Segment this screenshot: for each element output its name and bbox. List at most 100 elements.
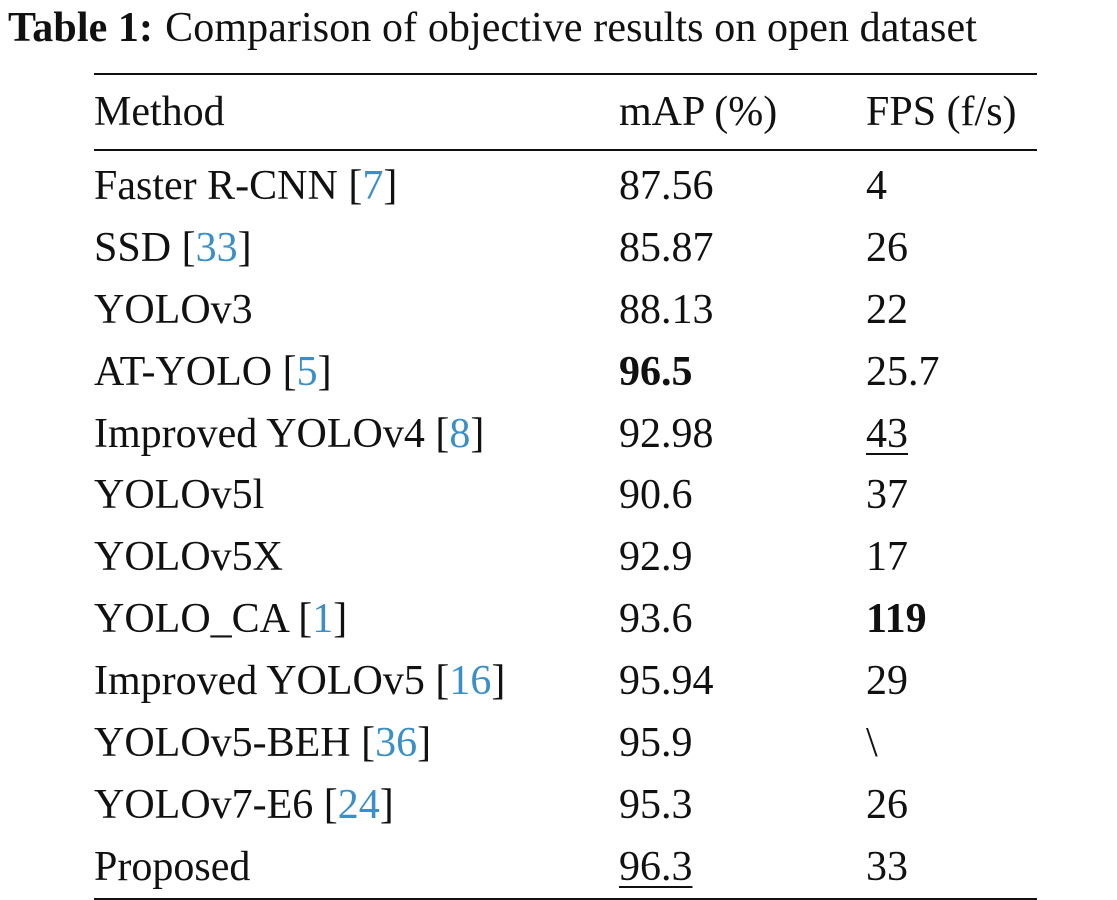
- citation-link[interactable]: 7: [362, 162, 384, 209]
- cell-method: YOLOv5X: [94, 526, 619, 588]
- cell-map: 92.9: [619, 526, 866, 588]
- method-name: YOLO_CA: [94, 596, 288, 643]
- method-name: YOLOv5l: [94, 472, 265, 519]
- cell-method: YOLOv3: [94, 279, 619, 341]
- cell-map: 96.5: [619, 341, 866, 403]
- cell-fps: \: [866, 712, 1037, 774]
- cell-map: 85.87: [619, 217, 866, 279]
- cell-method: AT-YOLO [5]: [94, 348, 332, 395]
- citation-link[interactable]: 8: [449, 410, 471, 457]
- fps-value: 26: [866, 224, 908, 271]
- table-row: YOLOv5l 90.6 37: [94, 464, 1037, 526]
- fps-value: 119: [866, 596, 927, 643]
- cell-fps: 37: [866, 464, 1037, 526]
- method-name: Proposed: [94, 843, 251, 890]
- cell-map: 96.3: [619, 835, 866, 900]
- map-value: 96.3: [619, 843, 693, 890]
- cell-fps: 119: [866, 588, 1037, 650]
- map-value: 88.13: [619, 286, 714, 333]
- cell-method: Improved YOLOv4 [8]: [94, 410, 485, 457]
- citation-link[interactable]: 36: [375, 719, 418, 766]
- table-row: YOLOv5-BEH [36] 95.9 \: [94, 712, 1037, 774]
- cell-map: 95.3: [619, 774, 866, 836]
- table-row: SSD [33] 85.87 26: [94, 217, 1037, 279]
- header-row: Method mAP (%) FPS (f/s): [94, 73, 1037, 151]
- cell-method: Proposed: [94, 835, 619, 900]
- header-map: mAP (%): [619, 73, 866, 151]
- fps-value: 22: [866, 286, 908, 333]
- method-name: Improved YOLOv4: [94, 410, 425, 457]
- fps-value: 37: [866, 472, 908, 519]
- method-name: Faster R-CNN: [94, 162, 338, 209]
- method-name: AT-YOLO: [94, 348, 273, 395]
- cell-fps: 33: [866, 835, 1037, 900]
- table-body: Faster R-CNN [7] 87.56 4 SSD [33] 85.87 26 YOL…: [94, 150, 1037, 900]
- table-row: AT-YOLO [5] 96.5 25.7: [94, 341, 1037, 403]
- citation-link[interactable]: 1: [312, 596, 334, 643]
- fps-value: 26: [866, 781, 908, 828]
- method-name: YOLOv7-E6: [94, 781, 314, 828]
- cell-fps: 4: [866, 150, 1037, 217]
- fps-value: \: [866, 719, 878, 766]
- cell-method: YOLOv5-BEH [36]: [94, 719, 432, 766]
- cell-fps: 22: [866, 279, 1037, 341]
- table-row: Improved YOLOv5 [16] 95.94 29: [94, 650, 1037, 712]
- map-value: 87.56: [619, 162, 714, 209]
- citation-link[interactable]: 16: [449, 658, 492, 705]
- fps-value: 25.7: [866, 348, 940, 395]
- header-method: Method: [94, 73, 619, 151]
- cell-method: YOLO_CA [1]: [94, 596, 348, 643]
- table-row: YOLOv3 88.13 22: [94, 279, 1037, 341]
- citation-link[interactable]: 5: [296, 348, 318, 395]
- table-row: Proposed 96.3 33: [94, 835, 1037, 900]
- cell-map: 93.6: [619, 588, 866, 650]
- cell-map: 95.94: [619, 650, 866, 712]
- map-value: 92.9: [619, 534, 693, 581]
- cell-map: 88.13: [619, 279, 866, 341]
- method-name: YOLOv5X: [94, 534, 283, 581]
- cell-fps: 26: [866, 217, 1037, 279]
- table-row: Faster R-CNN [7] 87.56 4: [94, 150, 1037, 217]
- cell-fps: 29: [866, 650, 1037, 712]
- table-row: YOLO_CA [1] 93.6 119: [94, 588, 1037, 650]
- table-row: Improved YOLOv4 [8] 92.98 43: [94, 403, 1037, 465]
- citation-link[interactable]: 24: [337, 781, 380, 828]
- map-value: 95.94: [619, 658, 714, 705]
- table-row: YOLOv7-E6 [24] 95.3 26: [94, 774, 1037, 836]
- results-table: Method mAP (%) FPS (f/s) Faster R-CNN [7…: [94, 73, 1037, 900]
- cell-fps: 17: [866, 526, 1037, 588]
- fps-value: 29: [866, 658, 908, 705]
- citation-link[interactable]: 33: [195, 224, 238, 271]
- map-value: 92.98: [619, 410, 714, 457]
- header-fps: FPS (f/s): [866, 73, 1037, 151]
- cell-fps: 26: [866, 774, 1037, 836]
- map-value: 95.3: [619, 781, 693, 828]
- map-value: 95.9: [619, 719, 693, 766]
- cell-map: 95.9: [619, 712, 866, 774]
- cell-map: 92.98: [619, 403, 866, 465]
- table-row: YOLOv5X 92.9 17: [94, 526, 1037, 588]
- map-value: 93.6: [619, 596, 693, 643]
- cell-method: Improved YOLOv5 [16]: [94, 658, 506, 705]
- map-value: 96.5: [619, 348, 693, 395]
- fps-value: 17: [866, 534, 908, 581]
- fps-value: 4: [866, 162, 887, 209]
- method-name: YOLOv5-BEH: [94, 719, 351, 766]
- method-name: Improved YOLOv5: [94, 658, 425, 705]
- caption-label: Table 1:: [8, 5, 154, 51]
- map-value: 85.87: [619, 224, 714, 271]
- cell-method: SSD [33]: [94, 224, 252, 271]
- cell-method: YOLOv7-E6 [24]: [94, 781, 394, 828]
- cell-fps: 43: [866, 403, 1037, 465]
- caption-text: Comparison of objective results on open …: [165, 5, 977, 51]
- results-table-container: Method mAP (%) FPS (f/s) Faster R-CNN [7…: [94, 73, 1037, 900]
- method-name: SSD: [94, 224, 172, 271]
- method-name: YOLOv3: [94, 286, 253, 333]
- cell-fps: 25.7: [866, 341, 1037, 403]
- cell-map: 87.56: [619, 150, 866, 217]
- fps-value: 33: [866, 843, 908, 890]
- cell-method: YOLOv5l: [94, 464, 619, 526]
- fps-value: 43: [866, 410, 908, 457]
- map-value: 90.6: [619, 472, 693, 519]
- cell-map: 90.6: [619, 464, 866, 526]
